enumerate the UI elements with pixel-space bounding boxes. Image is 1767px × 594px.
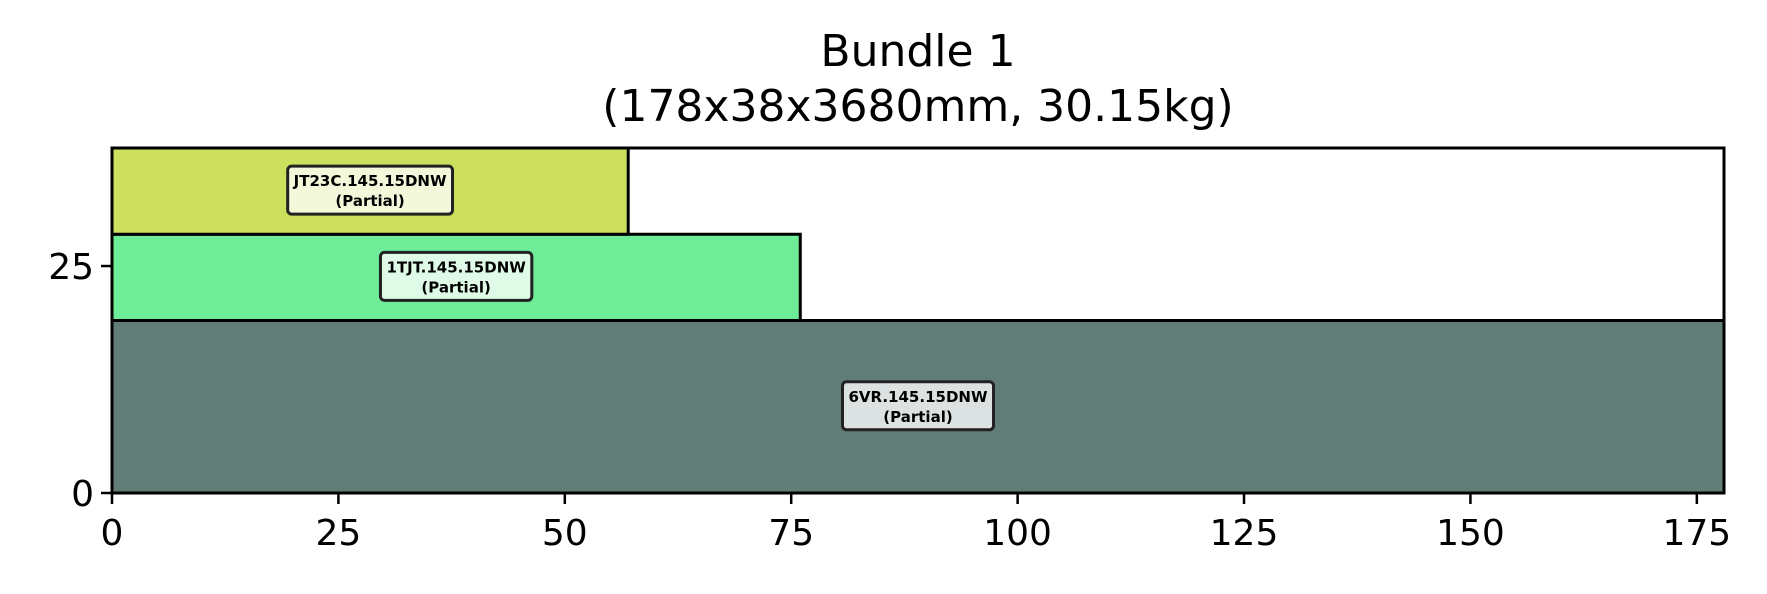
piece-status-2: (Partial) (335, 192, 404, 210)
piece-label-background-1 (378, 250, 534, 302)
x-tick-label-1: 25 (315, 513, 361, 554)
chart-subtitle: (178x38x3680mm, 30.15kg) (602, 81, 1233, 132)
x-tick-label-5: 125 (1210, 513, 1279, 554)
x-tick-label-2: 50 (542, 513, 588, 554)
piece-name-0: 6VR.145.15DNW (848, 388, 987, 406)
piece-status-1: (Partial) (421, 278, 490, 296)
x-tick-label-3: 75 (768, 513, 814, 554)
plot-frame (110, 146, 1726, 495)
y-tick-label-1: 25 (48, 247, 94, 288)
piece-name-1: 1TJT.145.15DNW (386, 258, 526, 276)
x-tick-label-6: 150 (1436, 513, 1505, 554)
y-axis: 0 25 (48, 247, 112, 515)
x-axis: 0 25 50 75 100 125 150 175 (101, 493, 1731, 554)
x-tick-label-0: 0 (101, 513, 124, 554)
piece-label-box-2: JT23C.145.15DNW (Partial) (286, 164, 455, 216)
piece-status-0: (Partial) (883, 408, 952, 426)
labels-layer: 6VR.145.15DNW (Partial) 1TJT.145.15DNW (Par… (286, 164, 996, 432)
piece-label-background-2 (286, 164, 455, 216)
y-tick-label-0: 0 (71, 474, 94, 515)
piece-label-box-1: 1TJT.145.15DNW (Partial) (378, 250, 534, 302)
piece-label-background-0 (840, 380, 996, 432)
piece-name-2: JT23C.145.15DNW (293, 172, 447, 190)
piece-label-box-0: 6VR.145.15DNW (Partial) (840, 380, 996, 432)
chart-title: Bundle 1 (820, 26, 1015, 77)
x-tick-label-4: 100 (983, 513, 1052, 554)
x-tick-label-7: 175 (1662, 513, 1731, 554)
